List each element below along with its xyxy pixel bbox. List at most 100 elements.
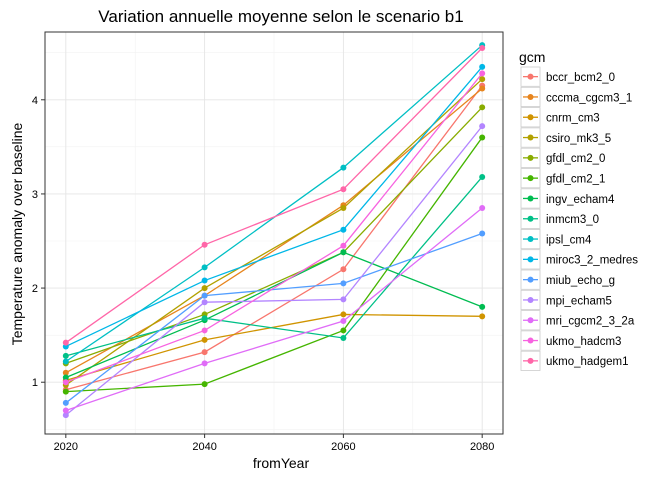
legend-label: miroc3_2_medres	[546, 255, 638, 267]
data-point-13-3	[479, 70, 486, 77]
legend-key-point	[527, 357, 534, 364]
legend-item: ukmo_hadgem1	[520, 350, 628, 371]
data-point-5-1	[201, 381, 208, 388]
data-point-14-3	[479, 45, 486, 52]
legend-item: ipsl_cm4	[520, 228, 592, 250]
data-point-11-3	[479, 123, 486, 130]
data-point-9-3	[479, 63, 486, 70]
data-point-5-3	[479, 134, 486, 141]
series-line-12	[65, 207, 483, 412]
data-point-6-3	[479, 303, 486, 310]
data-point-6-2	[340, 249, 347, 256]
legend-label: inmcm3_0	[546, 214, 599, 226]
legend-item: ingv_echam4	[520, 188, 615, 209]
legend-item: cccma_cgcm3_1	[520, 86, 632, 108]
legend-key-point	[527, 215, 534, 222]
legend-item: mpi_echam5	[520, 289, 612, 310]
data-point-9-1	[201, 277, 208, 284]
series-line-9	[65, 66, 483, 348]
data-point-12-3	[479, 205, 486, 212]
y-tick-label: 2	[32, 283, 38, 295]
legend-key-point	[527, 195, 534, 202]
y-tick-label: 3	[32, 189, 38, 201]
y-tick-label: 1	[32, 377, 38, 389]
data-point-2-1	[201, 336, 208, 343]
legend-label: mri_cgcm2_3_2a	[546, 316, 635, 328]
data-point-14-1	[201, 241, 208, 248]
data-point-14-2	[340, 186, 347, 193]
x-tick-label: 2060	[331, 441, 355, 453]
legend-key-point	[527, 114, 534, 121]
legend-key-point	[527, 256, 534, 263]
legend-key-point	[527, 134, 534, 141]
legend-key-point	[527, 317, 534, 324]
legend-label: bccr_bcm2_0	[546, 72, 615, 84]
data-point-1-0	[62, 369, 69, 376]
legend-item: csiro_mk3_5	[520, 127, 611, 148]
data-point-10-2	[340, 280, 347, 287]
data-point-12-0	[62, 407, 69, 414]
legend-key-point	[527, 236, 534, 243]
data-point-11-0	[62, 412, 69, 419]
legend-key-point	[527, 73, 534, 80]
data-point-3-3	[479, 76, 486, 83]
data-point-12-2	[340, 318, 347, 325]
legend-label: ingv_echam4	[546, 194, 615, 206]
data-point-12-1	[201, 360, 208, 367]
x-tick-label: 2080	[470, 441, 494, 453]
data-point-3-2	[340, 205, 347, 212]
data-point-13-2	[340, 242, 347, 249]
series-line-13	[65, 73, 483, 383]
data-point-11-1	[201, 299, 208, 306]
series-line-11	[65, 125, 483, 416]
data-point-1-3	[479, 85, 486, 92]
legend-label: ipsl_cm4	[546, 234, 592, 246]
legend-key-point	[527, 175, 534, 182]
series-line-7	[65, 176, 483, 357]
legend-item: ukmo_hadcm3	[520, 330, 621, 351]
data-point-3-1	[201, 285, 208, 292]
data-point-7-2	[340, 334, 347, 341]
legend-key-point	[527, 93, 534, 100]
data-point-4-3	[479, 104, 486, 111]
data-point-7-0	[62, 352, 69, 359]
data-point-5-2	[340, 327, 347, 334]
y-tick-label: 4	[32, 95, 38, 107]
axes: 2020 2040 2060 2080 1 2 3 4	[32, 31, 504, 453]
legend-item: mri_cgcm2_3_2a	[520, 310, 635, 331]
x-tick-label: 2020	[54, 441, 78, 453]
legend-label: cnrm_cm3	[546, 113, 600, 125]
data-point-14-0	[62, 339, 69, 346]
data-point-5-0	[62, 388, 69, 395]
legend-item: cnrm_cm3	[520, 107, 600, 128]
series-group	[62, 42, 486, 419]
series-line-4	[65, 106, 483, 365]
series-line-5	[65, 137, 483, 393]
data-point-2-3	[479, 313, 486, 320]
y-axis-label: Temperature anomaly over baseline	[9, 123, 25, 346]
legend-label: gfdl_cm2_0	[546, 153, 605, 165]
data-point-2-2	[340, 311, 347, 318]
legend-label: cccma_cgcm3_1	[546, 92, 632, 104]
panel-border	[44, 31, 504, 435]
legend-key-point	[527, 337, 534, 344]
legend: gcm bccr_bcm2_0 cccma_cgcm3_1 cnrm_cm3csir…	[519, 49, 638, 371]
data-point-10-0	[62, 399, 69, 406]
legend-title: gcm	[519, 49, 545, 65]
data-point-6-0	[62, 374, 69, 381]
data-point-7-3	[479, 173, 486, 180]
legend-item: miub_echo_g	[520, 269, 615, 290]
data-point-8-2	[340, 164, 347, 171]
data-point-8-1	[201, 264, 208, 271]
data-point-9-2	[340, 226, 347, 233]
data-point-7-1	[201, 315, 208, 322]
legend-item: gfdl_cm2_0	[520, 147, 605, 168]
series-line-10	[65, 232, 483, 404]
legend-item: miroc3_2_medres	[520, 249, 638, 270]
data-point-11-2	[340, 296, 347, 303]
legend-item: bccr_bcm2_0	[520, 66, 615, 87]
legend-key-point	[527, 154, 534, 161]
series-line-1	[65, 87, 483, 374]
data-point-13-1	[201, 327, 208, 334]
